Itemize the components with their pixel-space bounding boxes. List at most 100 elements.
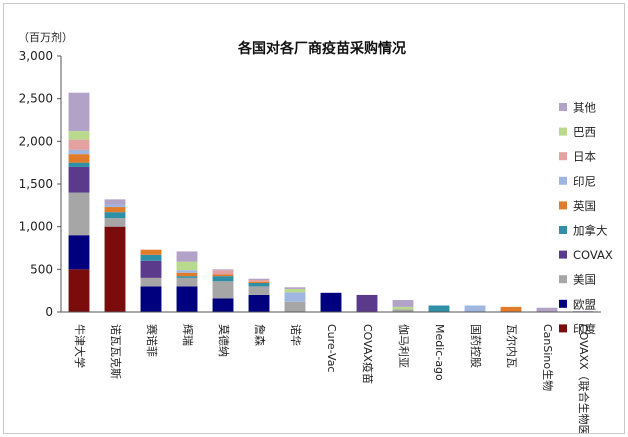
bar-segment [68, 269, 90, 312]
legend-label: 日本 [573, 150, 596, 164]
bar-segment [140, 254, 162, 261]
bar-segment [176, 277, 198, 287]
bar-segment [248, 278, 270, 280]
bar-segment [104, 226, 126, 312]
bar-segment [464, 305, 486, 312]
legend-label: 英国 [573, 199, 596, 213]
bar-segment [104, 218, 126, 227]
bar-segment [248, 281, 270, 283]
bar-segment [140, 286, 162, 312]
x-tick-label: 詹森 [253, 324, 267, 346]
bar-segment [248, 294, 270, 312]
legend-label: COVAX [573, 248, 613, 262]
bar-segment [104, 212, 126, 219]
chart-frame: 各国对各厂商疫苗采购情况 （百万剂） 0 500 1,000 1,500 2,000 2,… [3, 3, 625, 434]
bar-segment [320, 292, 342, 312]
bar-segment [392, 300, 414, 307]
bar-segment [212, 269, 234, 271]
chart-title: 各国对各厂商疫苗采购情况 [237, 40, 406, 57]
bar-segment [284, 301, 306, 312]
y-tick-label: 1,500 [19, 177, 53, 191]
bar-segment [356, 294, 378, 312]
bar-segment [68, 149, 90, 155]
y-tick-label: 0 [45, 305, 53, 319]
bars [68, 92, 594, 312]
legend-label: 加拿大 [573, 224, 608, 238]
bar-segment [284, 288, 306, 293]
bar-segment [176, 270, 198, 273]
bar-segment [284, 292, 306, 302]
legend-label: 其他 [573, 101, 596, 115]
bar-segment [248, 282, 270, 287]
bar-segment [104, 199, 126, 205]
bar-segment [176, 276, 198, 278]
y-tick-label: 1,000 [19, 220, 53, 234]
bar-segment [212, 298, 234, 312]
bar-segment [392, 306, 414, 310]
x-tick-label: Cure-Vac [325, 324, 338, 373]
legend-swatch [559, 127, 567, 136]
y-tick-label: 3,000 [19, 49, 53, 63]
legend-label: 美国 [573, 273, 596, 287]
x-tick-label: COVAXX（联合生物医学） [577, 324, 591, 433]
y-tick-label: 2,000 [19, 134, 53, 148]
x-tick-label: CanSino生物 [541, 324, 555, 391]
legend-label: 印度 [573, 322, 596, 336]
legend-swatch [559, 275, 567, 284]
x-tick-label: 莫德纳 [217, 324, 231, 357]
unit-label: （百万剂） [18, 30, 73, 44]
stacked-bar-chart: 各国对各厂商疫苗采购情况 （百万剂） 0 500 1,000 1,500 2,000 2,… [18, 30, 613, 433]
bar-segment [212, 276, 234, 282]
x-tick-label: 牛津大学 [73, 324, 87, 368]
bar-segment [104, 207, 126, 213]
legend-swatch [559, 201, 567, 210]
legend-swatch [559, 176, 567, 185]
bar-segment [140, 249, 162, 255]
legend-swatch [559, 250, 567, 259]
legend-label: 欧盟 [573, 297, 596, 311]
x-tick-label: Medic-ago [433, 324, 446, 381]
y-tick-label: 2,500 [19, 92, 53, 106]
bar-segment [104, 204, 126, 208]
legend-label: 巴西 [573, 125, 596, 139]
bar-segment [176, 261, 198, 271]
bar-segment [140, 277, 162, 287]
bar-segment [212, 274, 234, 277]
x-tick-label: 辉瑞 [181, 324, 195, 346]
bar-segment [68, 192, 90, 236]
bar-segment [176, 286, 198, 312]
legend-swatch [559, 103, 567, 111]
bar-segment [248, 280, 270, 282]
bar-segment [176, 272, 198, 277]
x-tick-label: 瓦尔内瓦 [505, 324, 519, 368]
bar-segment [536, 307, 558, 312]
bar-segment [500, 306, 522, 312]
bar-segment [284, 287, 306, 289]
bar-segment [212, 281, 234, 299]
legend-swatch [559, 324, 567, 333]
x-tick-label: 赛诺菲 [145, 324, 159, 357]
bar-segment [392, 309, 414, 312]
y-tick-label: 500 [30, 262, 53, 276]
legend-swatch [559, 299, 567, 308]
bar-segment [68, 166, 90, 193]
bar-segment [68, 154, 90, 163]
legend-swatch [559, 152, 567, 161]
bar-segment [176, 251, 198, 262]
x-tick-label: COVAX疫苗 [361, 324, 375, 384]
bar-segment [140, 260, 162, 278]
bar-segment [68, 162, 90, 167]
x-axis: 牛津大学 诺瓦瓦克斯 赛诺菲 辉瑞 莫德纳 詹森 诺华 Cure-Vac COVAX疫苗 伽马利亚… [61, 311, 601, 433]
bar-segment [248, 286, 270, 295]
bar-segment [428, 305, 450, 312]
bar-segment [68, 131, 90, 140]
x-tick-label: 诺瓦瓦克斯 [109, 324, 122, 379]
bar-segment [68, 139, 90, 150]
x-tick-label: 伽马利亚 [397, 324, 411, 368]
legend-label: 印尼 [573, 174, 596, 188]
x-tick-label: 诺华 [289, 324, 303, 346]
legend-swatch [559, 226, 567, 234]
x-tick-label: 国药控股 [469, 324, 483, 368]
y-axis: 0 500 1,000 1,500 2,000 2,500 3,000 [19, 49, 62, 319]
